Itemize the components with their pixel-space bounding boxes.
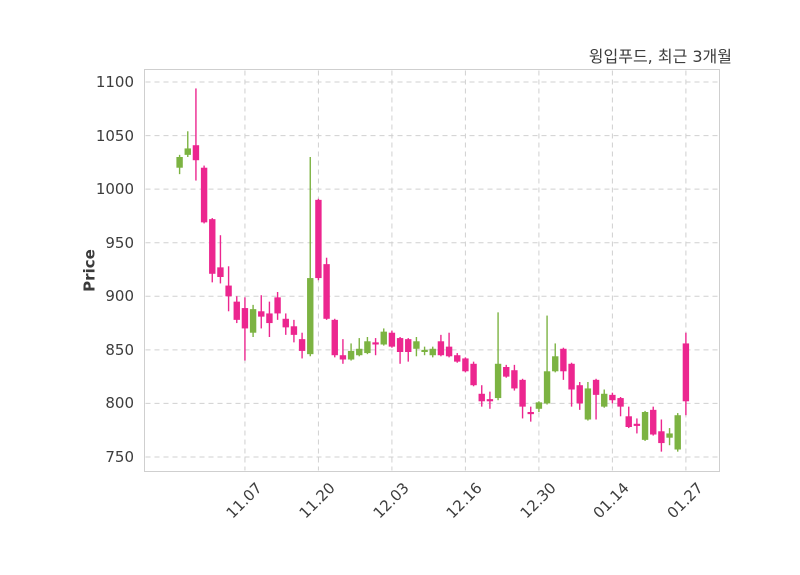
y-tick-label: 800	[105, 394, 134, 413]
candle-body	[511, 370, 518, 389]
y-tick-label: 850	[105, 340, 134, 359]
candle-body	[601, 393, 608, 407]
candle-body	[576, 385, 583, 404]
candle-body	[503, 367, 510, 377]
candle-body	[266, 313, 273, 324]
candle-body	[617, 398, 624, 407]
plot-area	[144, 69, 720, 472]
candle-body	[494, 363, 502, 399]
candle-body	[380, 331, 387, 345]
candle-body	[249, 309, 257, 333]
candle-body	[527, 412, 534, 415]
candle-body	[372, 342, 379, 345]
y-tick-label: 1100	[95, 73, 134, 91]
candle-body	[388, 332, 396, 347]
candle-body	[486, 399, 494, 402]
candle-body	[454, 355, 461, 362]
candle-body	[633, 423, 641, 426]
candle-body	[233, 301, 240, 320]
candle-body	[592, 379, 600, 395]
candle-body	[307, 278, 314, 355]
candle-body	[290, 326, 298, 335]
candle-body	[184, 148, 191, 155]
candle-body	[641, 412, 649, 440]
y-tick-label: 1050	[95, 126, 134, 145]
candle-body	[315, 199, 322, 279]
candle-body	[682, 343, 690, 402]
candle-body	[535, 402, 543, 409]
candle-body	[258, 311, 265, 317]
candle-body	[625, 416, 632, 427]
candle-body	[437, 341, 445, 356]
candle-body	[298, 339, 306, 351]
candle-body	[217, 267, 224, 277]
candle-body	[364, 341, 371, 354]
candle-body	[568, 363, 575, 390]
candle-body	[192, 145, 200, 161]
candle-body	[543, 371, 551, 404]
candle-body	[356, 348, 363, 356]
candle-body	[674, 415, 681, 450]
candle-body	[331, 319, 338, 356]
candle-body	[413, 341, 420, 349]
candle-body	[323, 264, 330, 319]
y-tick-label: 900	[105, 287, 134, 306]
y-tick-label: 1000	[95, 180, 134, 199]
candle-body	[176, 157, 183, 168]
candle-body	[478, 393, 485, 402]
candle-body	[462, 358, 469, 372]
candle-body	[405, 339, 412, 352]
candle-body	[225, 285, 232, 297]
candle-body	[241, 308, 249, 329]
candle-body	[347, 350, 355, 360]
candle-body	[666, 433, 673, 438]
candle-body	[650, 409, 657, 435]
candle-body	[470, 363, 477, 386]
candle-body	[658, 431, 665, 444]
y-tick-label: 950	[105, 233, 134, 252]
candle-body	[200, 167, 208, 223]
candle-body	[274, 297, 281, 314]
candle-body	[552, 356, 559, 372]
candle-body	[429, 348, 436, 356]
y-tick-label: 750	[105, 448, 134, 466]
candle-body	[282, 318, 289, 328]
candle-body	[584, 388, 592, 420]
chart-title: 윙입푸드, 최근 3개월	[588, 47, 732, 66]
candle-body	[339, 355, 347, 360]
candle-body	[421, 349, 428, 352]
candle-body	[396, 338, 404, 352]
candle-body	[519, 379, 526, 407]
candle-body	[560, 348, 567, 372]
candle-body	[209, 219, 216, 274]
candle-body	[609, 394, 616, 401]
candle-body	[445, 346, 453, 357]
